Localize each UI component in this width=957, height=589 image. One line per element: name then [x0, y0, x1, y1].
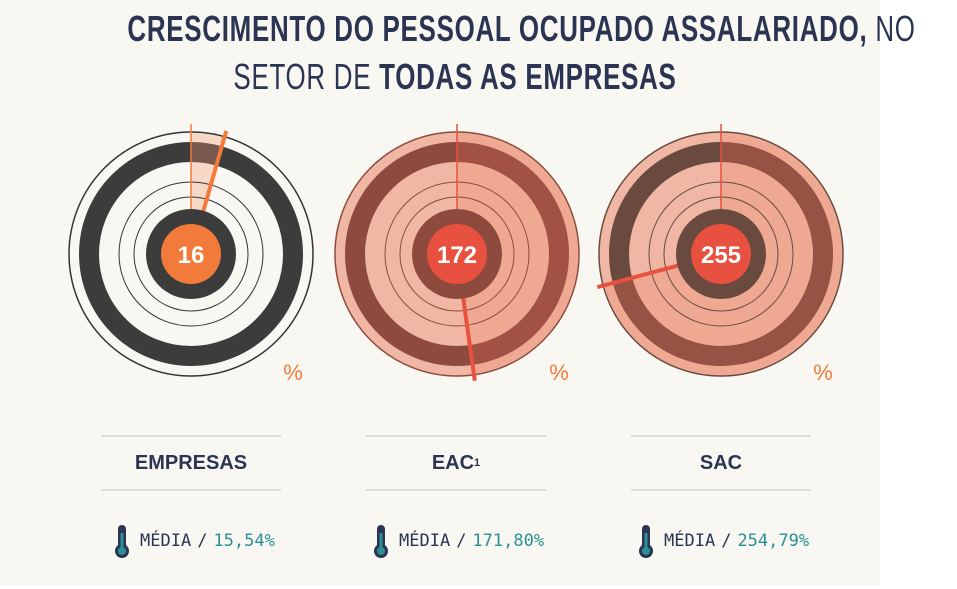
gauge-core-eac	[427, 224, 487, 284]
chart-canvas: CRESCIMENTO DO PESSOAL OCUPADO ASSALARIA…	[0, 0, 915, 585]
average-separator: /	[456, 531, 467, 551]
average-value: 171,80%	[472, 531, 545, 551]
average-value: 254,79%	[737, 531, 810, 551]
category-text-sac: SAC	[699, 451, 743, 474]
category-label-eac: EAC 1	[366, 435, 546, 491]
average-label: MÉDIA	[140, 531, 192, 551]
thermometer-icon	[639, 525, 653, 558]
title-line1-bold: CRESCIMENTO DO PESSOAL OCUPADO ASSALARIA…	[127, 8, 868, 49]
gauge-core-sac	[691, 224, 751, 284]
category-label-empresas: EMPRESAS	[101, 435, 281, 491]
thermometer-icon	[374, 525, 388, 558]
category-text-eac: EAC	[431, 451, 475, 474]
gauge-fill-ring-eac	[457, 142, 570, 365]
chart-title-line2: SETOR DE TODAS AS EMPRESAS	[127, 56, 782, 98]
category-sup-eac: 1	[474, 457, 481, 469]
chart-title-line1: CRESCIMENTO DO PESSOAL OCUPADO ASSALARIA…	[127, 8, 915, 50]
average-label: MÉDIA	[664, 531, 716, 551]
title-line2-light: SETOR DE	[233, 56, 372, 97]
gauge-fill-ring-empresas	[191, 142, 222, 166]
gauge-unit-empresas: %	[283, 360, 303, 385]
gauge-core-empresas	[161, 224, 221, 284]
average-label: MÉDIA	[399, 531, 451, 551]
gauge-unit-eac: %	[549, 360, 569, 385]
gauge-unit-sac: %	[813, 360, 833, 385]
average-separator: /	[721, 531, 732, 551]
category-label-sac: SAC	[631, 435, 811, 491]
gauge-value-sac: 255	[701, 242, 741, 269]
gauges-svg: 16% 172% 255%	[68, 124, 844, 385]
average-separator: /	[197, 531, 208, 551]
gauge-value-empresas: 16	[178, 242, 205, 269]
average-sac: MÉDIA / 254,79%	[636, 523, 809, 559]
average-empresas: MÉDIA / 15,54%	[112, 523, 275, 559]
title-line2-bold: TODAS AS EMPRESAS	[379, 56, 677, 97]
thermometer-icon	[115, 525, 129, 558]
category-text-empresas: EMPRESAS	[134, 451, 248, 474]
gauge-value-eac: 172	[437, 242, 477, 269]
average-value: 15,54%	[213, 531, 275, 551]
average-eac: MÉDIA / 171,80%	[371, 523, 544, 559]
gauge-fill-sector-sac	[604, 133, 843, 376]
title-line1-light: NO	[875, 8, 916, 49]
